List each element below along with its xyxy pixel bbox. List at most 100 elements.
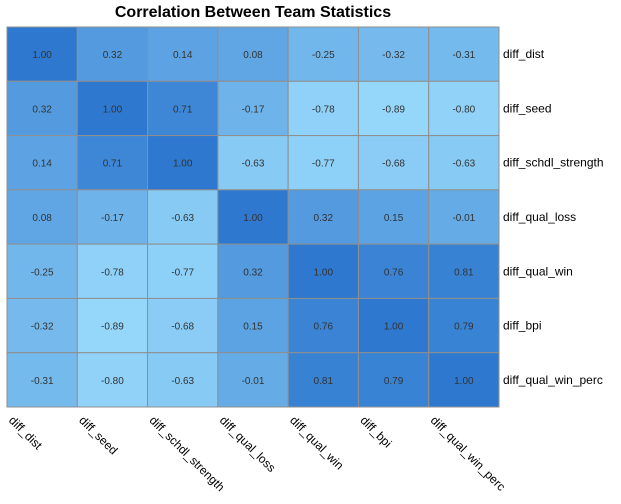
heatmap-cell-diff-qual-win-perc-diff-qual-win-perc xyxy=(428,352,500,408)
row-label-diff-seed: diff_seed xyxy=(503,101,552,115)
chart-title: Correlation Between Team Statistics xyxy=(115,4,391,21)
heatmap-cell-diff-qual-loss-diff-dist xyxy=(6,189,78,245)
cell-value-label: 0.79 xyxy=(454,322,474,333)
cell-value-label: -0.17 xyxy=(101,213,124,224)
heatmap-cell-diff-seed-diff-dist xyxy=(6,80,78,137)
heatmap-cell-diff-qual-win-diff-dist xyxy=(6,243,78,299)
cell-value-label: 0.15 xyxy=(384,213,404,224)
cell-value-label: 1.00 xyxy=(314,267,334,278)
cell-value-label: 1.00 xyxy=(454,376,474,387)
heatmap-cell-diff-schdl-strength-diff-qual-win xyxy=(287,135,359,191)
cell-value-label: 1.00 xyxy=(384,322,404,333)
cell-value-label: -0.31 xyxy=(31,376,54,387)
column-label-diff-schdl-strength: diff_schdl_strength xyxy=(147,413,228,494)
heatmap-cell-diff-qual-loss-diff-qual-win-perc xyxy=(428,189,500,245)
heatmap-cell-diff-seed-diff-schdl-strength xyxy=(147,80,219,137)
row-label-diff-qual-win: diff_qual_win xyxy=(503,264,573,278)
heatmap-cell-diff-seed-diff-qual-win xyxy=(287,80,359,137)
cell-value-label: 0.14 xyxy=(32,159,52,170)
heatmap-cell-diff-qual-win-diff-schdl-strength xyxy=(147,243,219,299)
cell-value-label: 0.71 xyxy=(103,159,123,170)
heatmap-cell-diff-bpi-diff-dist xyxy=(6,297,78,354)
heatmap-cell-diff-qual-win-perc-diff-schdl-strength xyxy=(147,352,219,408)
cell-value-label: -0.32 xyxy=(31,322,54,333)
column-label-diff-dist: diff_dist xyxy=(6,413,45,452)
cell-value-label: -0.01 xyxy=(242,376,265,387)
cell-value-label: -0.63 xyxy=(171,376,194,387)
heatmap-cell-diff-qual-win-perc-diff-qual-win xyxy=(287,352,359,408)
heatmap-cell-diff-schdl-strength-diff-qual-loss xyxy=(217,135,289,191)
cell-value-label: -0.78 xyxy=(101,267,124,278)
heatmap-cell-diff-qual-win-perc-diff-qual-loss xyxy=(217,352,289,408)
heatmap-cell-diff-seed-diff-qual-win-perc xyxy=(428,80,500,137)
cell-value-label: 0.32 xyxy=(103,50,123,61)
heatmap-cell-diff-dist-diff-schdl-strength xyxy=(147,26,219,82)
heatmap-cell-diff-schdl-strength-diff-qual-win-perc xyxy=(428,135,500,191)
cell-value-label: -0.25 xyxy=(312,50,335,61)
cell-value-label: -0.68 xyxy=(171,322,194,333)
row-labels: diff_dist diff_seed diff_schdl_strengthdif… xyxy=(503,47,604,387)
heatmap-cell-diff-qual-loss-diff-qual-loss xyxy=(217,189,289,245)
heatmap-cells: 1.00 0.32 0.14 0.08 -0.25 -0.32 -0.31 0.32 1.00 0… xyxy=(6,26,500,408)
column-label-diff-qual-loss: diff_qual_loss xyxy=(217,413,279,475)
column-label-diff-qual-win: diff_qual_win xyxy=(287,413,346,472)
cell-value-label: 0.32 xyxy=(243,267,263,278)
row-label-diff-qual-loss: diff_qual_loss xyxy=(503,210,576,224)
cell-value-label: 0.81 xyxy=(314,376,334,387)
cell-value-label: 0.15 xyxy=(243,322,263,333)
heatmap-cell-diff-bpi-diff-qual-win-perc xyxy=(428,297,500,354)
heatmap-cell-diff-schdl-strength-diff-seed xyxy=(76,135,149,191)
cell-value-label: 0.76 xyxy=(384,267,404,278)
cell-value-label: 1.00 xyxy=(243,213,263,224)
row-label-diff-dist: diff_dist xyxy=(503,47,545,61)
cell-value-label: 0.76 xyxy=(314,322,334,333)
cell-value-label: 0.32 xyxy=(314,213,334,224)
heatmap-cell-diff-dist-diff-bpi xyxy=(357,26,430,82)
heatmap-cell-diff-dist-diff-seed xyxy=(76,26,149,82)
column-label-diff-seed: diff_seed xyxy=(76,413,120,457)
cell-value-label: 0.32 xyxy=(32,104,52,115)
cell-value-label: 1.00 xyxy=(32,50,52,61)
heatmap-cell-diff-dist-diff-dist xyxy=(6,26,78,82)
cell-value-label: 0.81 xyxy=(454,267,474,278)
cell-value-label: -0.63 xyxy=(242,159,265,170)
row-label-diff-qual-win-perc: diff_qual_win_perc xyxy=(503,373,603,387)
cell-value-label: -0.17 xyxy=(242,104,265,115)
heatmap-cell-diff-bpi-diff-qual-win xyxy=(287,297,359,354)
heatmap-cell-diff-qual-win-perc-diff-dist xyxy=(6,352,78,408)
cell-value-label: 0.79 xyxy=(384,376,404,387)
column-label-diff-bpi: diff_bpi xyxy=(357,413,394,450)
heatmap-cell-diff-schdl-strength-diff-bpi xyxy=(357,135,430,191)
column-labels: diff_dist diff_seed diff_schdl_strengthdif… xyxy=(6,413,508,494)
cell-value-label: -0.77 xyxy=(312,159,335,170)
cell-value-label: -0.77 xyxy=(171,267,194,278)
row-label-diff-bpi: diff_bpi xyxy=(503,319,541,333)
heatmap-cell-diff-bpi-diff-seed xyxy=(76,297,149,354)
column-label-diff-qual-win-perc: diff_qual_win_perc xyxy=(428,413,509,494)
cell-value-label: -0.80 xyxy=(452,104,475,115)
heatmap-cell-diff-qual-loss-diff-bpi xyxy=(357,189,430,245)
cell-value-label: -0.63 xyxy=(171,213,194,224)
cell-value-label: -0.63 xyxy=(452,159,475,170)
cell-value-label: -0.89 xyxy=(382,104,405,115)
heatmap-cell-diff-qual-win-perc-diff-bpi xyxy=(357,352,430,408)
cell-value-label: -0.68 xyxy=(382,159,405,170)
cell-value-label: -0.89 xyxy=(101,322,124,333)
cell-value-label: 1.00 xyxy=(173,159,193,170)
cell-value-label: 0.14 xyxy=(173,50,193,61)
row-label-diff-schdl-strength: diff_schdl_strength xyxy=(503,156,604,170)
cell-value-label: 0.08 xyxy=(243,50,263,61)
cell-value-label: 0.71 xyxy=(173,104,193,115)
cell-value-label: -0.78 xyxy=(312,104,335,115)
cell-value-label: -0.01 xyxy=(452,213,475,224)
heatmap-cell-diff-qual-loss-diff-seed xyxy=(76,189,149,245)
cell-value-label: -0.32 xyxy=(382,50,405,61)
heatmap-cell-diff-bpi-diff-qual-loss xyxy=(217,297,289,354)
cell-value-label: -0.31 xyxy=(452,50,475,61)
cell-value-label: -0.80 xyxy=(101,376,124,387)
cell-value-label: 0.08 xyxy=(32,213,52,224)
heatmap-cell-diff-schdl-strength-diff-schdl-strength xyxy=(147,135,219,191)
cell-value-label: -0.25 xyxy=(31,267,54,278)
cell-value-label: 1.00 xyxy=(103,104,123,115)
